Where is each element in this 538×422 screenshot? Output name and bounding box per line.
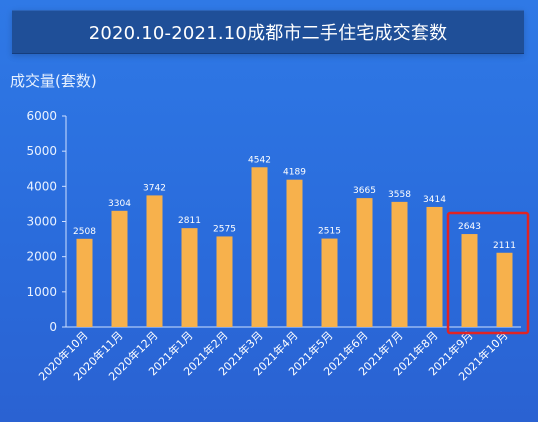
highlight-box bbox=[446, 211, 530, 335]
data-label: 2811 bbox=[178, 216, 201, 226]
data-label: 3742 bbox=[143, 183, 166, 193]
bar bbox=[251, 167, 268, 327]
bar bbox=[181, 228, 198, 327]
bar bbox=[321, 238, 338, 327]
bar bbox=[356, 198, 373, 327]
title-banner: 2020.10-2021.10成都市二手住宅成交套数 bbox=[12, 10, 524, 54]
data-label: 2575 bbox=[213, 224, 236, 234]
data-label: 2515 bbox=[318, 227, 341, 237]
bar bbox=[286, 179, 303, 327]
y-tick-label: 1000 bbox=[26, 285, 57, 299]
bar bbox=[426, 206, 443, 327]
data-label: 4189 bbox=[283, 168, 306, 178]
data-label: 2643 bbox=[458, 222, 481, 232]
bar bbox=[76, 238, 93, 327]
y-tick-label: 2000 bbox=[26, 250, 57, 264]
data-label: 4542 bbox=[248, 155, 271, 165]
bar bbox=[461, 234, 478, 327]
data-label: 3558 bbox=[388, 190, 411, 200]
chart-title: 2020.10-2021.10成都市二手住宅成交套数 bbox=[88, 23, 448, 44]
data-label: 3304 bbox=[108, 199, 131, 209]
data-label: 2508 bbox=[73, 227, 96, 237]
bar bbox=[111, 210, 128, 327]
data-label: 3414 bbox=[423, 195, 446, 205]
y-tick-label: 0 bbox=[49, 320, 57, 334]
y-tick-label: 6000 bbox=[26, 109, 57, 123]
bar bbox=[146, 195, 163, 327]
data-label: 3665 bbox=[353, 186, 376, 196]
y-tick-label: 4000 bbox=[26, 179, 57, 193]
y-tick-label: 3000 bbox=[26, 215, 57, 229]
bar bbox=[496, 252, 513, 327]
bar bbox=[391, 201, 408, 327]
y-tick-label: 5000 bbox=[26, 144, 57, 158]
data-label: 2111 bbox=[493, 241, 516, 251]
bar bbox=[216, 236, 233, 327]
y-axis-label: 成交量(套数) bbox=[10, 72, 97, 90]
